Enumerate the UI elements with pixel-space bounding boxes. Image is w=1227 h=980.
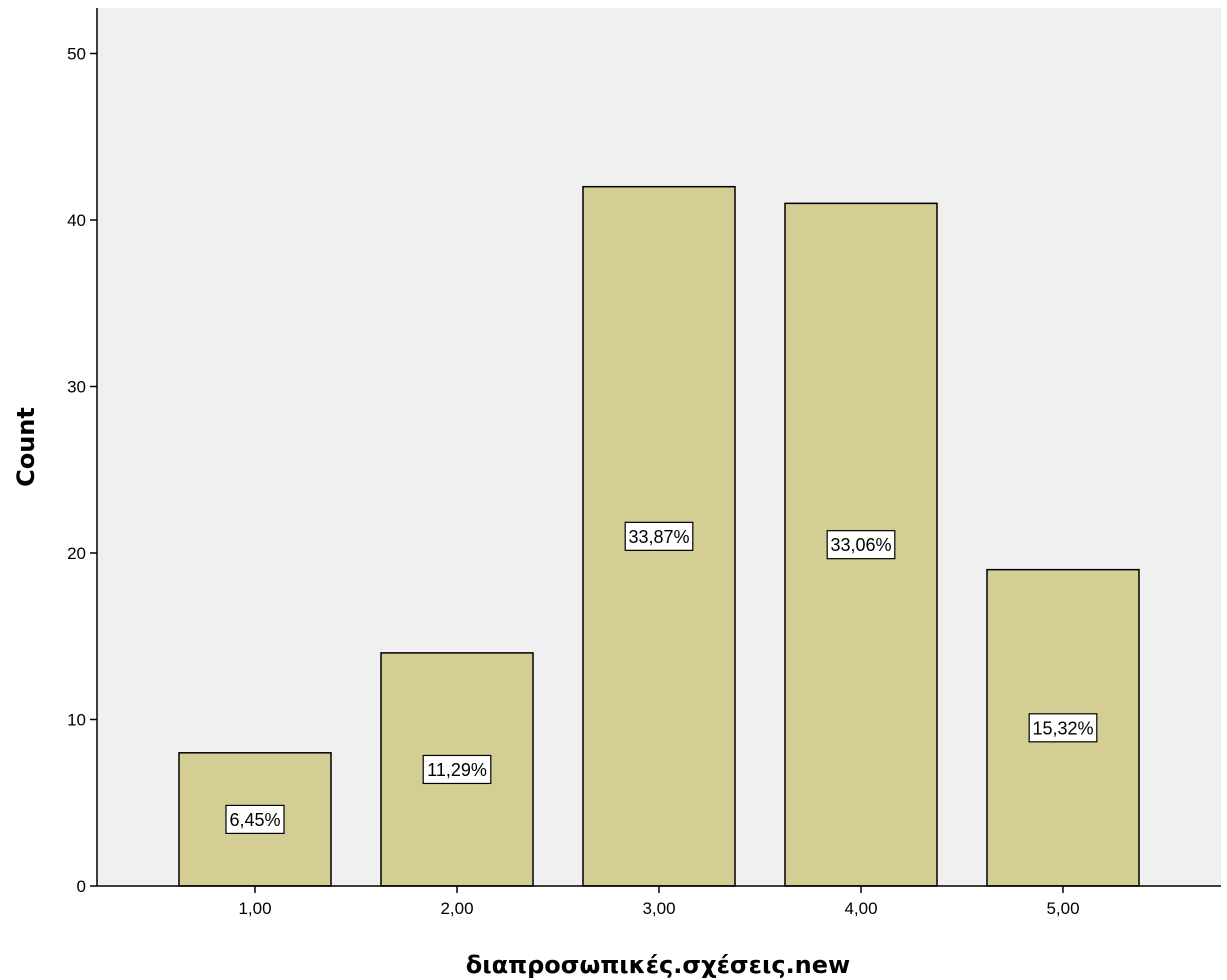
bar-label: 33,06%	[830, 535, 891, 555]
x-tick-label: 4,00	[844, 899, 877, 918]
x-ticks-group: 1,00 2,00 3,00 4,00 5,00	[238, 886, 1080, 918]
bar-label-box	[624, 521, 694, 551]
bar-label: 15,32%	[1032, 718, 1093, 738]
bar-label-box	[422, 754, 492, 785]
x-tick-label: 3,00	[642, 899, 675, 918]
x-tick-label: 1,00	[238, 899, 271, 918]
y-tick-label: 50	[67, 45, 86, 64]
y-tick-label: 10	[67, 711, 86, 730]
y-tick-label: 30	[67, 378, 86, 397]
x-axis-title: διαπροσωπικές.σχέσεις.new	[466, 951, 850, 979]
bar-label: 6,45%	[229, 810, 280, 830]
x-tick-label: 5,00	[1046, 899, 1079, 918]
bar-label-box	[225, 804, 285, 835]
bar-label: 33,87%	[628, 527, 689, 547]
y-tick-label: 0	[77, 877, 86, 896]
bars-group: 6,45% 11,29% 33,87% 33,06% 15,32%	[178, 185, 1140, 887]
y-tick-label: 20	[67, 544, 86, 563]
bar-label-box	[1028, 713, 1098, 743]
y-axis-title: Count	[12, 407, 40, 487]
bar-label: 11,29%	[427, 760, 487, 780]
y-ticks-group: 0 10 20 30 40 50	[67, 45, 97, 896]
bar-label-box	[826, 530, 896, 560]
x-tick-label: 2,00	[440, 899, 473, 918]
y-tick-label: 40	[67, 211, 86, 230]
